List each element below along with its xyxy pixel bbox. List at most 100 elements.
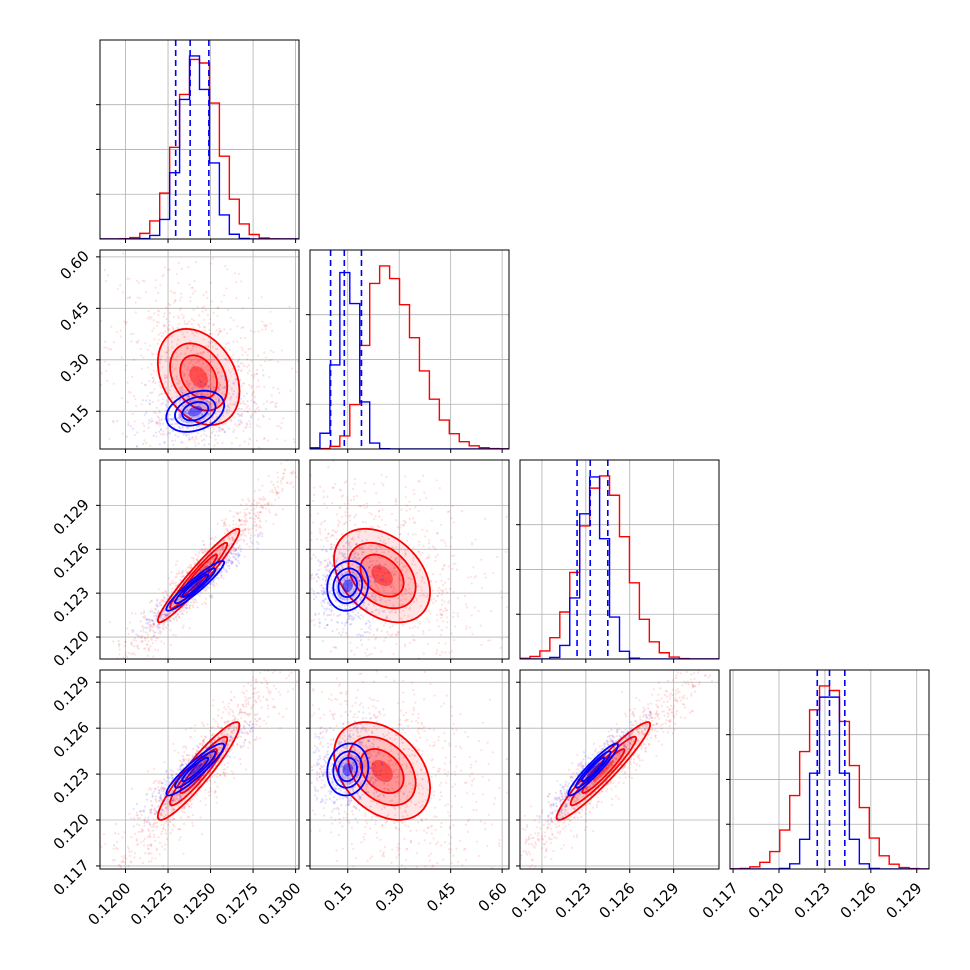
- scatter-point: [377, 536, 380, 539]
- scatter-point: [202, 409, 205, 412]
- scatter-point: [246, 358, 249, 361]
- scatter-point: [156, 627, 160, 630]
- scatter-point: [321, 548, 324, 551]
- scatter-point: [267, 508, 271, 512]
- scatter-point: [295, 680, 298, 683]
- scatter-point: [244, 517, 247, 520]
- scatter-point: [236, 512, 239, 515]
- scatter-point: [504, 550, 508, 554]
- scatter-point: [152, 631, 156, 634]
- scatter-point: [461, 509, 464, 513]
- scatter-point: [175, 619, 179, 622]
- scatter-point: [290, 481, 293, 484]
- scatter-point: [189, 726, 192, 730]
- scatter-point: [200, 393, 203, 396]
- scatter-point: [188, 401, 191, 404]
- scatter-point: [121, 291, 125, 294]
- scatter-point: [389, 584, 392, 587]
- scatter-point: [219, 541, 223, 544]
- scatter-point: [238, 544, 241, 547]
- scatter-point: [328, 560, 332, 563]
- scatter-point: [253, 699, 256, 702]
- scatter-point: [383, 609, 386, 612]
- scatter-point: [348, 541, 352, 544]
- scatter-point: [357, 536, 360, 539]
- scatter-point: [197, 314, 201, 317]
- scatter-point: [316, 591, 319, 594]
- scatter-point: [373, 579, 377, 582]
- scatter-point: [186, 816, 189, 819]
- scatter-point: [201, 386, 204, 389]
- scatter-point: [202, 543, 206, 547]
- scatter-point: [205, 401, 208, 404]
- contour-blue: [326, 560, 370, 612]
- scatter-point: [351, 571, 354, 574]
- scatter-point: [364, 530, 367, 533]
- scatter-point: [185, 603, 188, 607]
- scatter-point: [378, 525, 381, 529]
- scatter-point: [323, 519, 326, 523]
- scatter-point: [204, 452, 206, 454]
- scatter-point: [275, 467, 277, 469]
- scatter-point: [174, 402, 178, 405]
- scatter-point: [237, 368, 240, 371]
- scatter-point: [169, 605, 172, 609]
- scatter-point: [293, 550, 295, 552]
- scatter-point: [186, 383, 189, 386]
- scatter-point: [403, 554, 407, 557]
- scatter-point: [224, 749, 227, 752]
- scatter-point: [201, 362, 205, 366]
- scatter-point: [257, 418, 260, 421]
- scatter-point: [378, 596, 381, 599]
- scatter-point: [266, 681, 269, 684]
- scatter-point: [172, 618, 176, 621]
- scatter-point: [163, 642, 166, 645]
- panel-content: [293, 460, 509, 659]
- scatter-point: [147, 848, 150, 851]
- scatter-point: [217, 380, 220, 384]
- scatter-point: [197, 425, 200, 428]
- scatter-point: [361, 634, 364, 637]
- scatter-point: [202, 723, 205, 726]
- scatter-point: [303, 576, 305, 578]
- scatter-point: [181, 399, 185, 402]
- scatter-point: [264, 328, 268, 331]
- scatter-point: [226, 530, 229, 533]
- scatter-point: [165, 403, 168, 406]
- scatter-point: [157, 631, 160, 635]
- scatter-point: [190, 421, 193, 425]
- scatter-point: [203, 318, 206, 321]
- scatter-point: [194, 444, 197, 447]
- scatter-point: [208, 586, 211, 589]
- scatter-point: [171, 828, 174, 831]
- scatter-point: [274, 513, 277, 517]
- scatter-point: [152, 622, 155, 626]
- scatter-point: [241, 362, 244, 365]
- scatter-point: [179, 413, 182, 416]
- scatter-point: [232, 552, 235, 555]
- scatter-point: [245, 392, 248, 395]
- scatter-point: [189, 300, 192, 303]
- scatter-point: [194, 561, 197, 564]
- scatter-point: [231, 357, 234, 361]
- scatter-point: [182, 624, 185, 627]
- scatter-point: [183, 373, 186, 376]
- scatter-point: [209, 790, 212, 793]
- scatter-point: [155, 821, 158, 825]
- scatter-point: [186, 408, 189, 411]
- scatter-point: [174, 386, 177, 389]
- scatter-point: [171, 604, 174, 607]
- scatter-point: [130, 817, 133, 820]
- scatter-point: [345, 558, 348, 561]
- scatter-point: [199, 351, 202, 355]
- scatter-point: [175, 375, 179, 378]
- scatter-point: [232, 538, 236, 542]
- scatter-point: [144, 639, 147, 642]
- scatter-point: [163, 802, 167, 806]
- scatter-point: [254, 524, 257, 527]
- scatter-point: [231, 536, 234, 539]
- scatter-point: [152, 369, 155, 372]
- scatter-point: [101, 895, 103, 897]
- scatter-point: [226, 548, 229, 551]
- scatter-point: [144, 614, 147, 618]
